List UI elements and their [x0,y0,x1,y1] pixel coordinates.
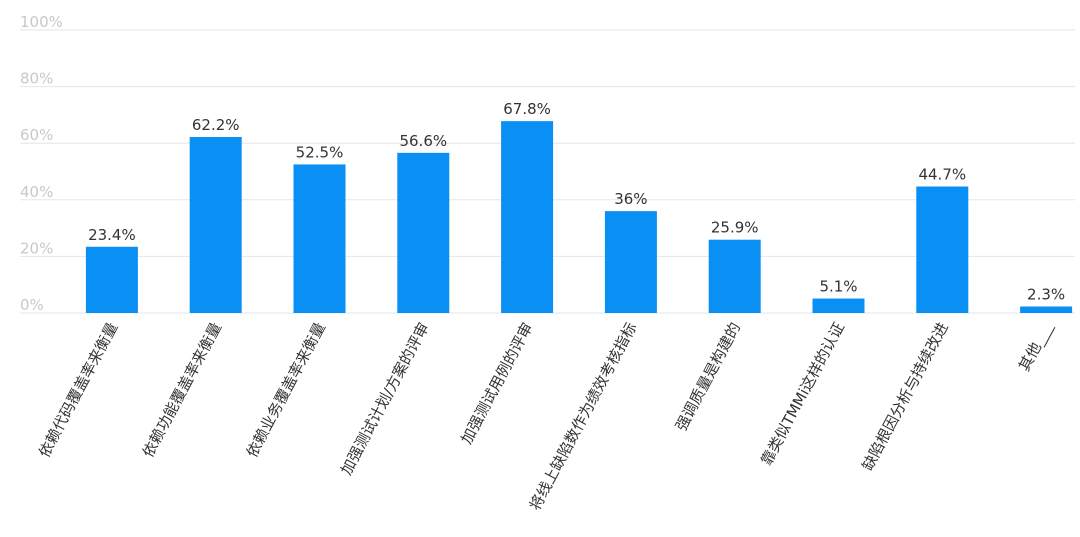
x-tick-label: 加强测试用例的评审 [457,319,536,447]
bar [708,239,761,313]
data-label: 5.1% [819,278,857,296]
x-tick-label: 依赖业务覆盖率来衡量 [243,319,329,460]
bar [1020,306,1073,313]
data-label: 23.4% [88,226,136,244]
y-tick-label: 0% [20,296,44,314]
y-tick-label: 20% [20,239,53,257]
x-tick-label: 强调质量是构建的 [672,319,744,433]
data-label: 2.3% [1027,285,1065,303]
data-label: 62.2% [192,116,240,134]
data-label: 52.5% [296,143,344,161]
bar [604,211,657,313]
data-label: 67.8% [503,100,551,118]
x-tick-label: 其他___ [1015,319,1057,375]
x-tick-label: 靠类似TMMi这样的认证 [757,319,848,468]
x-tick-label: 加强测试计划/方案的评审 [337,319,433,478]
x-tick-label: 将线上缺陷数作为绩效考核指标 [526,319,640,513]
data-label: 44.7% [918,165,966,183]
x-tick-label: 依赖功能覆盖率来衡量 [139,319,225,460]
data-label: 56.6% [399,132,447,150]
bar [293,164,346,313]
data-label: 25.9% [711,219,759,237]
x-tick-label: 缺陷根因分析与持续改进 [858,319,951,473]
y-tick-label: 60% [20,126,53,144]
y-tick-label: 80% [20,70,53,88]
data-label: 36% [614,190,647,208]
bar [189,136,242,313]
bar [916,186,969,313]
bar [85,246,138,313]
y-tick-label: 100% [20,13,63,31]
x-tick-label: 依赖代码覆盖率来衡量 [35,319,121,460]
bar [501,121,554,313]
bar [397,152,450,313]
bar [812,298,865,313]
y-tick-label: 40% [20,183,53,201]
